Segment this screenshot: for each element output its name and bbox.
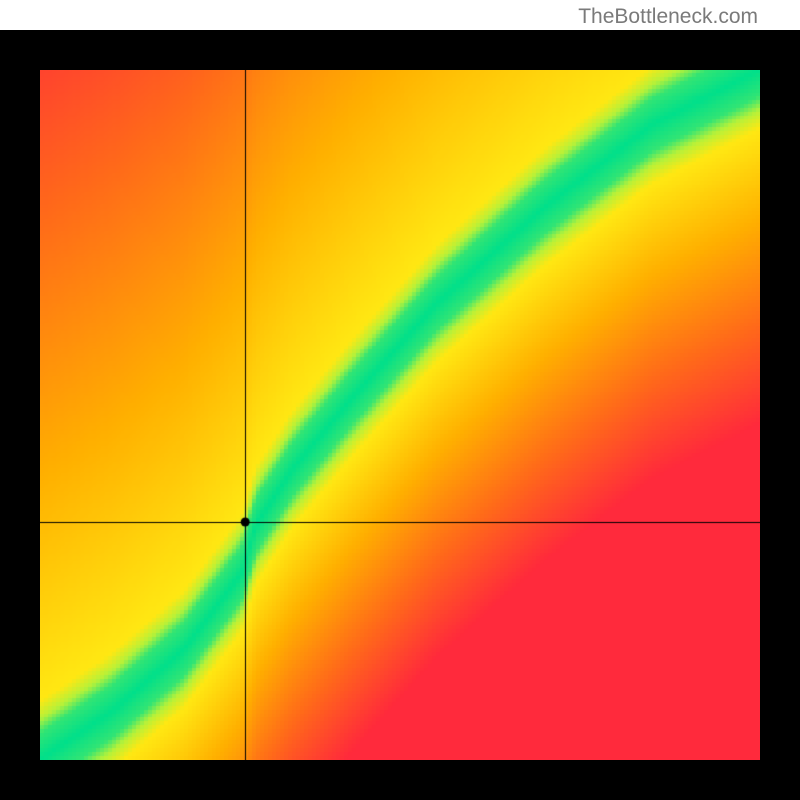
chart-container: { "meta": { "canvas_width": 800, "canvas…	[0, 0, 800, 800]
watermark-label: TheBottleneck.com	[578, 5, 758, 29]
plot-frame	[0, 30, 800, 800]
bottleneck-heatmap	[40, 70, 760, 760]
